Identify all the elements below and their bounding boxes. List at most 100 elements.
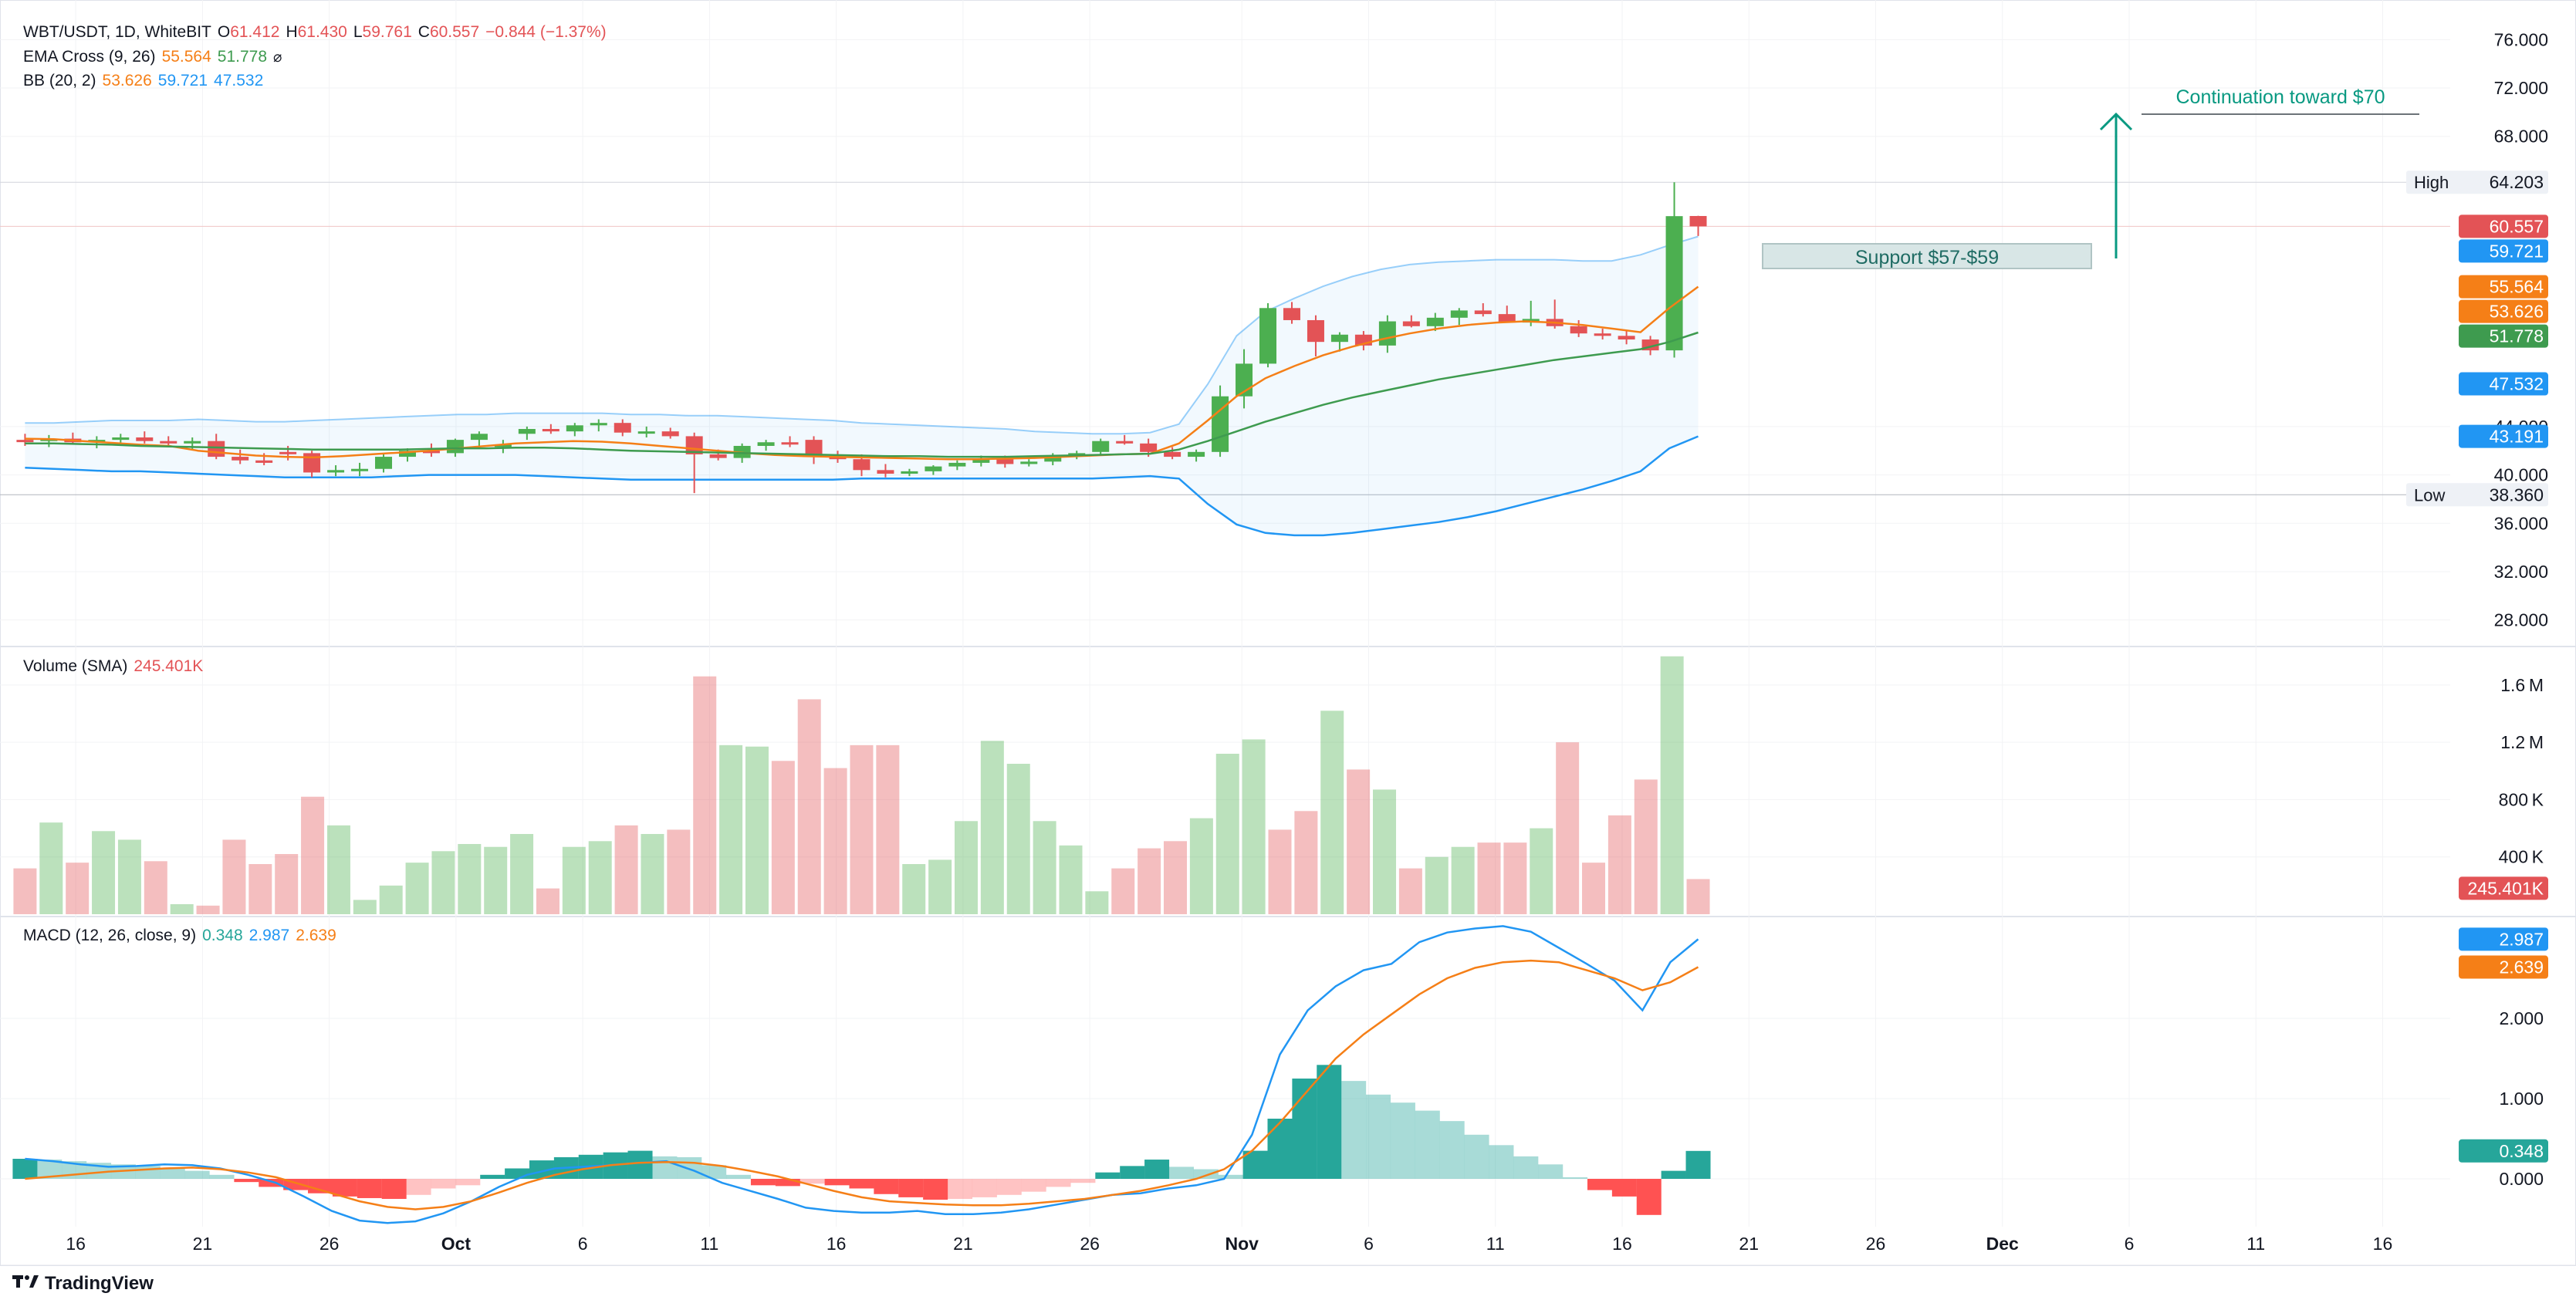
ema-label[interactable]: EMA Cross (9, 26) — [23, 48, 156, 66]
candle-body[interactable] — [1378, 321, 1396, 346]
candle-body[interactable] — [1140, 443, 1158, 452]
candle-body[interactable] — [1498, 314, 1516, 323]
macd-line — [25, 925, 1699, 1224]
candle-body[interactable] — [446, 440, 464, 454]
volume-label[interactable]: Volume (SMA) — [23, 657, 128, 675]
candle-body[interactable] — [232, 457, 249, 461]
volume-bar — [1373, 789, 1397, 914]
candle-body[interactable] — [494, 444, 512, 447]
macd-label[interactable]: MACD (12, 26, close, 9) — [23, 927, 197, 944]
candle-body[interactable] — [781, 442, 799, 445]
volume-legend[interactable]: Volume (SMA) 245.401K — [23, 657, 203, 676]
candle-body[interactable] — [1259, 308, 1277, 364]
candle-body[interactable] — [661, 431, 679, 437]
symbol-legend[interactable]: WBT/USDT, 1D, WhiteBIT O61.412 H61.430 L… — [23, 23, 607, 42]
candle-body[interactable] — [948, 462, 966, 467]
candle-body[interactable] — [1618, 336, 1635, 340]
candle-body[interactable] — [375, 457, 393, 469]
candle-body[interactable] — [1116, 441, 1134, 444]
candle-body[interactable] — [1092, 441, 1110, 452]
candle-body[interactable] — [1402, 321, 1420, 326]
candle-body[interactable] — [1474, 310, 1492, 315]
candle-body[interactable] — [160, 441, 177, 444]
candle-body[interactable] — [901, 471, 918, 474]
candle-body[interactable] — [1164, 451, 1182, 457]
candle-body[interactable] — [1188, 451, 1205, 457]
candle-body[interactable] — [184, 441, 201, 444]
support-zone-box[interactable] — [1762, 243, 2092, 269]
candle-body[interactable] — [1283, 308, 1300, 320]
candle-body[interactable] — [566, 425, 583, 432]
candle-body[interactable] — [1044, 455, 1062, 462]
candle-body[interactable] — [1307, 319, 1324, 343]
macd-legend[interactable]: MACD (12, 26, close, 9) 0.348 2.987 2.63… — [23, 927, 336, 945]
candle-body[interactable] — [255, 460, 273, 463]
macd-histogram-bar — [1538, 1164, 1564, 1179]
candle-body[interactable] — [877, 470, 894, 474]
candle-body[interactable] — [303, 453, 321, 473]
symbol-title[interactable]: WBT/USDT, 1D, WhiteBIT — [23, 23, 211, 41]
macd-histogram-bar — [996, 1179, 1022, 1195]
annotations[interactable]: Support $57-$59 Continuation toward $70 — [1762, 86, 2419, 269]
price-axis[interactable]: 28.00032.00036.00040.00044.00068.00072.0… — [2494, 29, 2548, 1189]
volume-bar — [431, 851, 455, 914]
candle-body[interactable] — [637, 431, 655, 434]
macd-histogram-bar — [1046, 1179, 1071, 1187]
candle-body[interactable] — [542, 429, 559, 432]
macd-histogram-bar — [948, 1179, 973, 1199]
candle-body[interactable] — [1689, 215, 1707, 227]
candle-body[interactable] — [518, 429, 536, 434]
candle-body[interactable] — [590, 423, 607, 426]
candle-body[interactable] — [757, 442, 775, 446]
candle-body[interactable] — [1450, 310, 1468, 318]
volume-bar — [144, 861, 167, 914]
macd-tick-label: 2.000 — [2499, 1008, 2544, 1028]
candle-body[interactable] — [805, 440, 823, 457]
candle-body[interactable] — [829, 457, 847, 460]
high-marker-value: 64.203 — [2490, 172, 2544, 192]
candle-body[interactable] — [1665, 216, 1683, 351]
bb-label[interactable]: BB (20, 2) — [23, 72, 96, 89]
bb-basis-value: 53.626 — [102, 72, 152, 89]
candle-body[interactable] — [422, 451, 440, 454]
candle-body[interactable] — [1330, 334, 1348, 343]
ema-legend[interactable]: EMA Cross (9, 26) 55.564 51.778 ⌀ — [23, 48, 282, 66]
candle-body[interactable] — [398, 451, 416, 457]
candle-body[interactable] — [1594, 333, 1611, 336]
candle-body[interactable] — [327, 470, 345, 473]
volume-bar — [614, 825, 638, 914]
candle-body[interactable] — [279, 451, 297, 454]
price-tick-label: 28.000 — [2494, 610, 2548, 630]
candle-body[interactable] — [996, 459, 1014, 464]
time-axis[interactable]: 16 21 26 Oct 6 11 16 21 26 Nov 6 11 16 21 26 Dec 6 11 16 — [66, 1234, 2392, 1254]
volume-bar — [196, 905, 220, 914]
eye-off-icon[interactable]: ⌀ — [273, 49, 282, 66]
candle-body[interactable] — [853, 459, 870, 471]
volume-bar — [1347, 769, 1371, 914]
candle-body[interactable] — [136, 437, 154, 441]
price-tick-label: 36.000 — [2494, 513, 2548, 533]
candle-body[interactable] — [972, 459, 990, 463]
candle-body[interactable] — [925, 466, 942, 471]
macd-histogram-bar — [184, 1170, 210, 1179]
candle-body[interactable] — [709, 454, 727, 458]
tradingview-logo[interactable]: TradingView — [12, 1273, 154, 1295]
candle-body[interactable] — [16, 440, 34, 443]
time-tick-label: 16 — [827, 1234, 847, 1254]
candle-body[interactable] — [1426, 317, 1444, 326]
candlesticks[interactable] — [16, 182, 1707, 494]
volume-bar — [379, 885, 403, 914]
price-tick-label: 76.000 — [2494, 29, 2548, 49]
candle-body[interactable] — [1020, 461, 1038, 464]
candle-body[interactable] — [351, 468, 369, 471]
candle-body[interactable] — [470, 434, 488, 441]
candle-body[interactable] — [112, 437, 130, 441]
bb-legend[interactable]: BB (20, 2) 53.626 59.721 47.532 — [23, 72, 263, 90]
price-badge-bb-lower-bg — [2459, 372, 2548, 396]
candle-body[interactable] — [1570, 326, 1587, 334]
volume-bar — [39, 822, 63, 914]
candle-body[interactable] — [208, 441, 225, 457]
macd-histogram-bar — [677, 1156, 702, 1179]
candle-body[interactable] — [614, 423, 631, 433]
